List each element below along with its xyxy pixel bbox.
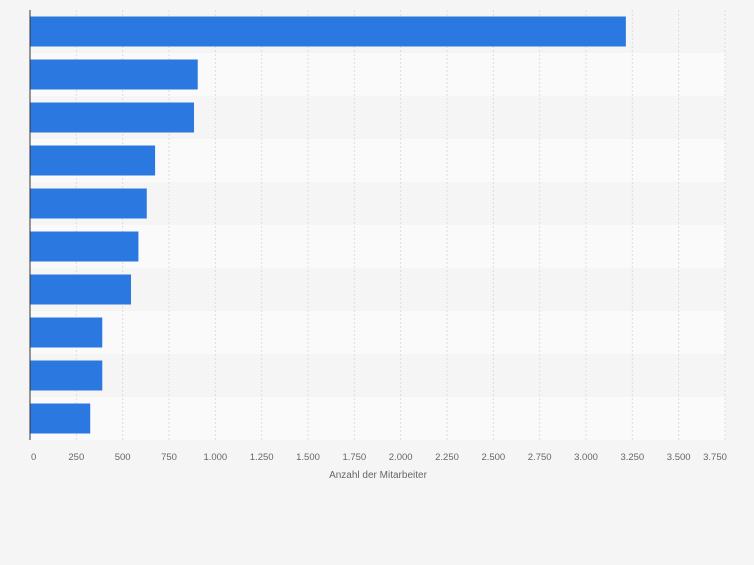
bar[interactable] <box>30 188 147 219</box>
bars <box>30 16 626 434</box>
x-tick-label: 0 <box>31 452 36 463</box>
x-tick-label: 3.750 <box>703 452 727 463</box>
x-tick-label: 1.750 <box>342 452 366 463</box>
x-tick-label: 2.750 <box>528 452 552 463</box>
x-tick-label: 1.000 <box>203 452 227 463</box>
x-tick-label: 750 <box>161 452 177 463</box>
bar[interactable] <box>30 145 156 176</box>
x-tick-label: 3.250 <box>620 452 644 463</box>
x-tick-label: 2.000 <box>389 452 413 463</box>
bar[interactable] <box>30 59 198 90</box>
x-tick-label: 3.000 <box>574 452 598 463</box>
x-tick-label: 2.500 <box>481 452 505 463</box>
bar[interactable] <box>30 274 132 305</box>
bar[interactable] <box>30 16 626 47</box>
bar[interactable] <box>30 403 91 434</box>
row-band <box>30 354 725 397</box>
bar[interactable] <box>30 360 103 391</box>
bar[interactable] <box>30 317 103 348</box>
x-tick-labels: 0 250 500 750 1.000 1.250 1.500 1.750 2.000 2.250… <box>31 452 727 463</box>
x-tick-label: 2.250 <box>435 452 459 463</box>
row-band <box>30 225 725 268</box>
x-tick-label: 250 <box>68 452 84 463</box>
x-tick-label: 1.500 <box>296 452 320 463</box>
x-tick-label: 1.250 <box>250 452 274 463</box>
x-tick-label: 500 <box>115 452 131 463</box>
bar[interactable] <box>30 102 195 133</box>
row-band <box>30 311 725 354</box>
row-band <box>30 268 725 311</box>
bar[interactable] <box>30 231 139 262</box>
row-band <box>30 397 725 440</box>
x-tick-label: 3.500 <box>667 452 691 463</box>
x-axis-label: Anzahl der Mitarbeiter <box>329 470 427 481</box>
